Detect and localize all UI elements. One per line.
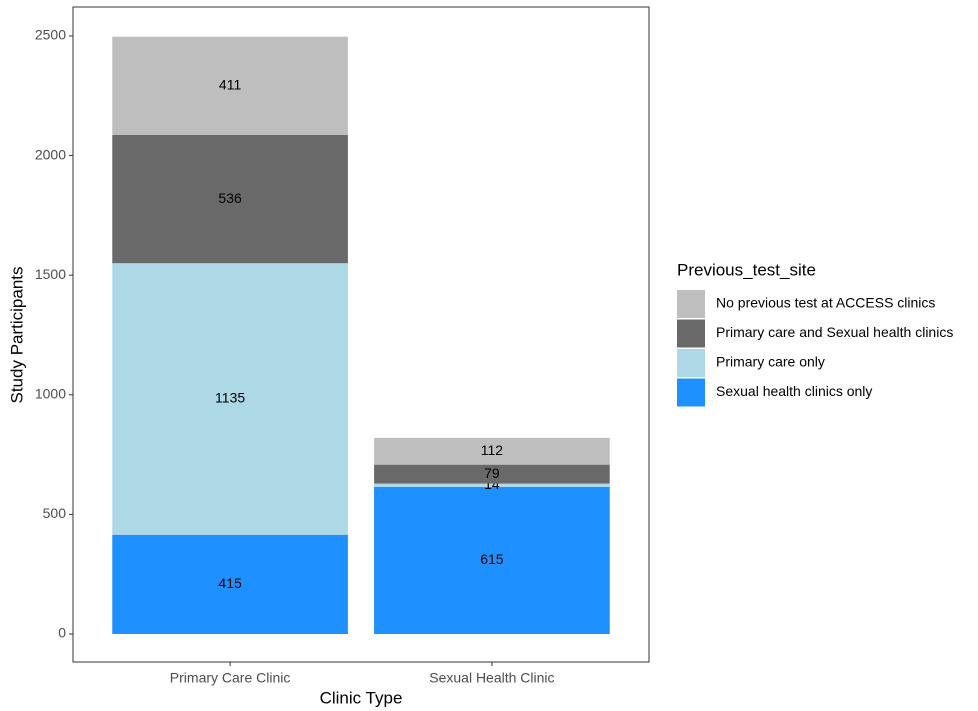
value-label: 615	[480, 551, 504, 567]
y-tick-label: 500	[43, 505, 67, 521]
legend-key	[677, 378, 705, 407]
bar-segment	[112, 263, 348, 535]
bar-segment	[112, 534, 348, 635]
y-tick-label: 1500	[35, 266, 66, 282]
bar-segment	[112, 134, 348, 264]
y-tick-label: 1000	[35, 385, 66, 401]
legend-key	[677, 349, 705, 377]
legend-label: Primary care only	[716, 354, 825, 370]
legend-key	[677, 290, 705, 318]
value-label: 415	[218, 575, 242, 591]
value-label: 411	[219, 77, 242, 93]
bar-segment	[374, 464, 610, 484]
bar-segment	[374, 483, 610, 487]
y-tick-label: 0	[58, 625, 66, 641]
legend-title: Previous_test_site	[677, 260, 816, 279]
legend-key	[677, 319, 705, 348]
value-label: 112	[481, 442, 504, 458]
x-axis-title: Clinic Type	[320, 688, 403, 707]
x-tick-label: Sexual Health Clinic	[429, 670, 554, 686]
panel-border	[72, 6, 650, 663]
value-label: 79	[484, 465, 500, 481]
y-axis-title: Study Participants	[7, 266, 26, 403]
legend-label: Primary care and Sexual health clinics	[716, 324, 953, 340]
value-label: 1135	[215, 390, 245, 406]
y-tick-label: 2500	[35, 27, 66, 43]
value-label: 536	[218, 190, 242, 206]
legend-label: No previous test at ACCESS clinics	[716, 295, 935, 311]
y-tick-label: 2000	[35, 146, 66, 162]
legend-label: Sexual health clinics only	[716, 383, 872, 399]
x-tick-label: Primary Care Clinic	[170, 670, 291, 686]
bar-segment	[374, 437, 610, 465]
bar-segment	[374, 486, 610, 635]
bar-segment	[112, 36, 348, 135]
